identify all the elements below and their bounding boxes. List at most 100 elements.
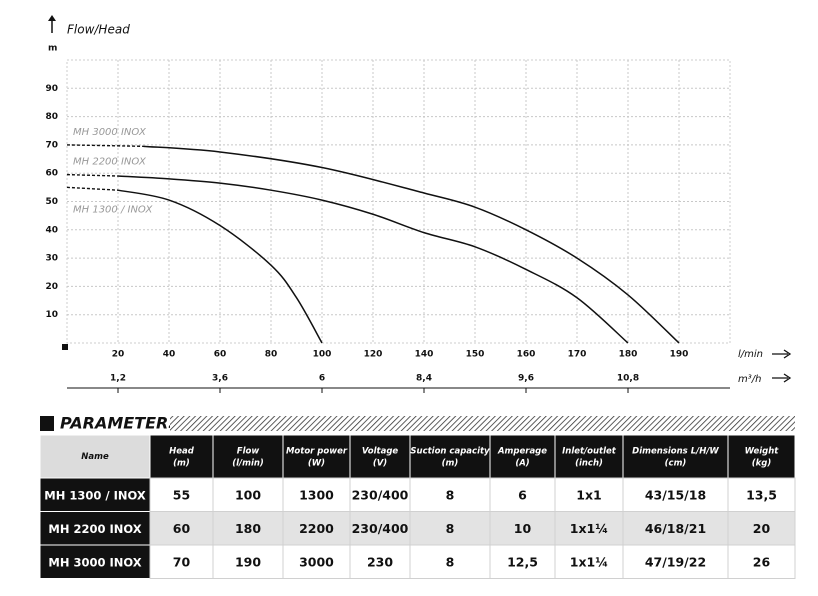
table-cell (39, 477, 151, 512)
header-cell (554, 434, 624, 479)
x2-tick-label: 10,8 (617, 374, 639, 384)
table-cell (409, 544, 491, 579)
header-label: Head (169, 447, 195, 457)
header-label: Inlet/outlet (562, 447, 617, 457)
header-unit: (kg) (752, 459, 772, 469)
cell-text: MH 3000 INOX (48, 555, 141, 569)
y-tick-label: 70 (45, 140, 58, 150)
y-tick-label: 40 (45, 225, 58, 235)
x-tick-label: 80 (265, 350, 278, 360)
table-cell (149, 544, 214, 579)
section-bar (170, 416, 795, 431)
x2-tick-label: 3,6 (212, 374, 228, 384)
header-label: Name (81, 452, 109, 462)
x2-axis-label: m³/h (738, 374, 761, 385)
cell-text: 55 (173, 487, 190, 502)
cell-text: MH 2200 INOX (48, 522, 141, 536)
header-unit: (m) (173, 459, 190, 469)
table-cell (212, 477, 284, 512)
header-cell (409, 434, 491, 479)
x2-tick-label: 6 (319, 374, 325, 384)
y-tick-label: 60 (45, 169, 58, 179)
table-cell (409, 511, 491, 546)
cell-text: 60 (173, 521, 191, 536)
y-tick-label: 30 (45, 254, 58, 264)
section-title: PARAMETERS (60, 414, 180, 433)
x2-tick-label: 9,6 (518, 374, 534, 384)
header-label: Dimensions L/H/W (632, 447, 719, 457)
cell-text: 8 (446, 554, 455, 569)
cell-text: 8 (446, 521, 455, 536)
header-unit: (inch) (575, 459, 603, 469)
series-line (117, 175, 629, 344)
series-label: MH 2200 INOX (73, 157, 147, 168)
section-marker (40, 416, 54, 431)
cell-text: 1x1¼ (570, 521, 608, 536)
x-tick-label: 160 (517, 350, 536, 360)
table-cell (282, 544, 351, 579)
table-cell (212, 511, 284, 546)
x-tick-label: 150 (466, 350, 485, 360)
chart-title: Flow/Head (67, 23, 130, 37)
cell-text: 12,5 (507, 554, 538, 569)
cell-text: 2200 (299, 521, 334, 536)
header-label: Suction capacity (410, 447, 490, 457)
x2-tick-label: 8,4 (416, 374, 432, 384)
table-cell (489, 511, 556, 546)
table-cell (622, 477, 729, 512)
x2-tick-label: 1,2 (110, 374, 126, 384)
cell-text: 3000 (299, 554, 334, 569)
cell-text: 1x1 (576, 487, 601, 502)
x-tick-label: 170 (568, 350, 587, 360)
cell-text: 230/400 (352, 521, 409, 536)
cell-text: 100 (235, 487, 261, 502)
cell-text: 43/15/18 (645, 487, 706, 502)
cell-text: 13,5 (746, 487, 777, 502)
header-cell (489, 434, 556, 479)
cell-text: 10 (514, 521, 532, 536)
cell-text: 46/18/21 (645, 521, 706, 536)
y-axis-label: m (48, 44, 57, 54)
cell-text: 190 (235, 554, 261, 569)
header-cell (727, 434, 796, 479)
cell-text: 230/400 (352, 487, 409, 502)
table-cell (212, 544, 284, 579)
series-line-dashed (66, 186, 119, 191)
header-cell (149, 434, 214, 479)
x2-arrow (772, 373, 792, 383)
x-tick-label: 40 (163, 350, 176, 360)
header-unit: (V) (373, 459, 387, 469)
cell-text: MH 1300 / INOX (44, 488, 146, 502)
cell-text: 26 (753, 554, 771, 569)
cell-text: 70 (173, 554, 191, 569)
series-line-dashed (66, 144, 144, 148)
cell-text: 1300 (299, 487, 334, 502)
x-tick-label: 190 (670, 350, 689, 360)
x-axis-label: l/min (738, 349, 763, 360)
cell-text: 6 (518, 487, 527, 502)
table-cell (39, 511, 151, 546)
series-line (117, 189, 323, 344)
header-unit: (m) (442, 459, 459, 469)
table-cell (149, 511, 214, 546)
header-unit: (W) (308, 459, 325, 469)
cell-text: 230 (367, 554, 393, 569)
cell-text: 47/19/22 (645, 554, 706, 569)
header-cell (282, 434, 351, 479)
table-cell (727, 544, 796, 579)
x-tick-label: 20 (112, 350, 125, 360)
table-cell (349, 511, 411, 546)
series-label: MH 1300 / INOX (73, 204, 154, 215)
cell-text: 8 (446, 487, 455, 502)
x-tick-label: 60 (214, 350, 227, 360)
header-cell (622, 434, 729, 479)
origin-mark (62, 344, 68, 350)
table-cell (622, 544, 729, 579)
header-unit: (A) (515, 459, 529, 469)
y-tick-label: 50 (45, 197, 58, 207)
series-line (143, 145, 680, 344)
y-arrow-head (48, 15, 56, 21)
cell-text: 20 (753, 521, 771, 536)
header-label: Amperage (497, 447, 547, 457)
